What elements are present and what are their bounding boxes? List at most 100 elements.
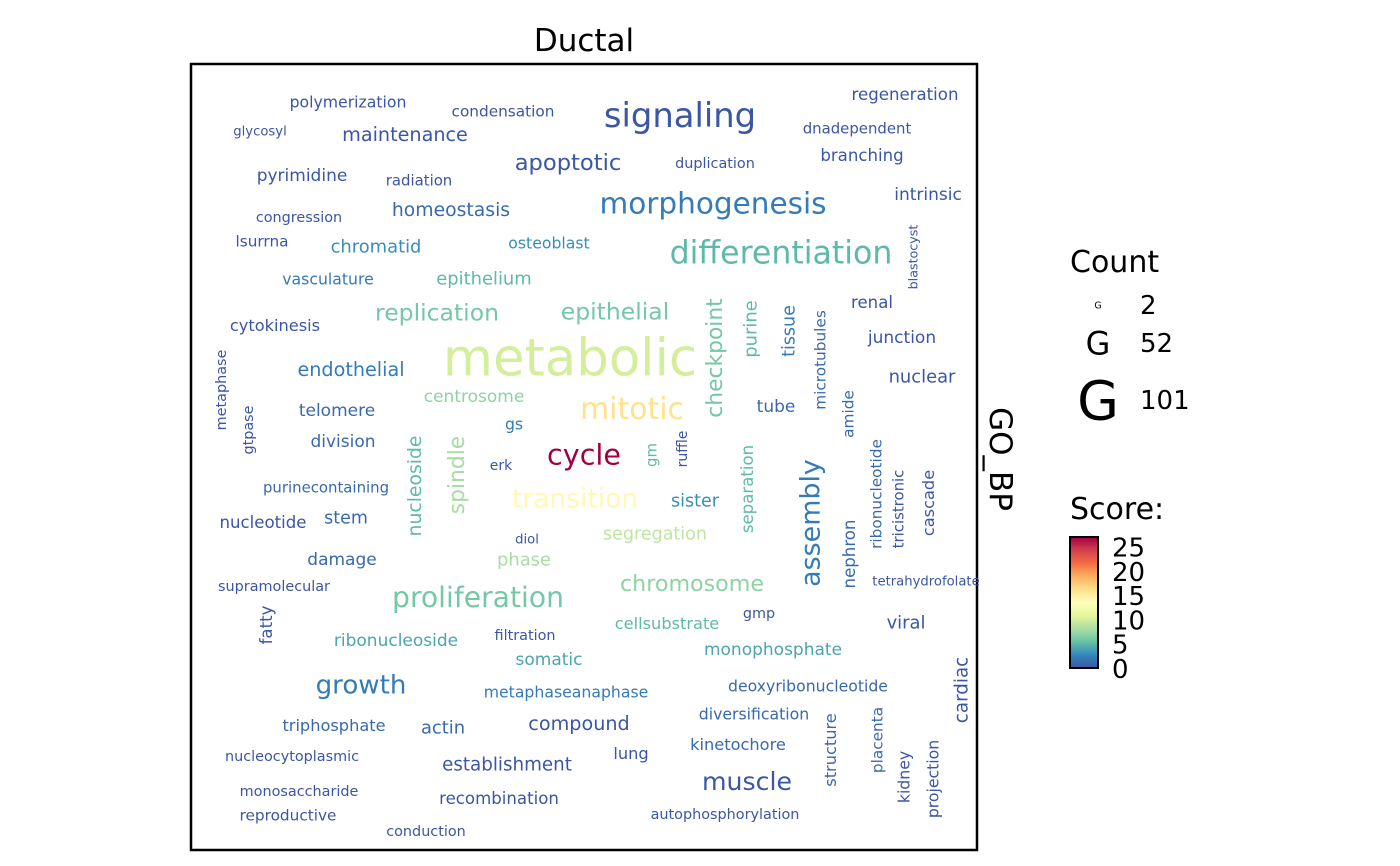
word-microtubules: microtubules bbox=[812, 310, 830, 410]
word-condensation: condensation bbox=[452, 103, 555, 121]
word-tetrahydrofolate: tetrahydrofolate bbox=[872, 575, 979, 590]
plot-panel bbox=[189, 62, 979, 852]
word-endothelial: endothelial bbox=[297, 358, 404, 381]
word-viral: viral bbox=[887, 612, 926, 633]
word-centrosome: centrosome bbox=[424, 387, 525, 407]
facet-strip-label: GO_BP bbox=[982, 407, 1018, 511]
word-assembly: assembly bbox=[796, 459, 827, 587]
color-legend-title: Score: bbox=[1070, 492, 1164, 527]
size-legend: Count G 2G 52G 101 bbox=[1070, 245, 1190, 432]
word-monophosphate: monophosphate bbox=[704, 640, 842, 660]
word-cascade: cascade bbox=[919, 470, 938, 536]
word-diversification: diversification bbox=[699, 705, 809, 724]
word-somatic: somatic bbox=[516, 650, 583, 670]
size-legend-label-101: 101 bbox=[1140, 386, 1190, 416]
chart-title: Ductal bbox=[534, 23, 634, 59]
word-gm: gm bbox=[642, 443, 660, 467]
word-deoxyribonucleotide: deoxyribonucleotide bbox=[728, 677, 888, 696]
size-legend-label-2: 2 bbox=[1140, 291, 1157, 321]
word-metaphase: metaphase bbox=[214, 349, 230, 430]
word-segregation: segregation bbox=[603, 524, 707, 544]
word-separation: separation bbox=[738, 445, 757, 533]
size-legend-keys: G 2G 52G 101 bbox=[1077, 291, 1190, 432]
word-epithelial: epithelial bbox=[561, 298, 669, 326]
size-legend-title: Count bbox=[1070, 245, 1159, 280]
color-legend-tick-15: 15 bbox=[1112, 582, 1145, 612]
word-replication: replication bbox=[375, 299, 499, 327]
word-reproductive: reproductive bbox=[240, 807, 337, 825]
word-radiation: radiation bbox=[386, 171, 452, 189]
word-gs: gs bbox=[505, 415, 523, 434]
word-proliferation: proliferation bbox=[392, 581, 564, 614]
size-legend-glyph-52: G bbox=[1086, 325, 1111, 363]
word-renal: renal bbox=[851, 293, 893, 312]
word-cycle: cycle bbox=[547, 437, 621, 471]
word-recombination: recombination bbox=[439, 789, 559, 808]
word-structure: structure bbox=[821, 713, 840, 787]
word-checkpoint: checkpoint bbox=[703, 298, 728, 418]
word-gmp: gmp bbox=[743, 606, 775, 622]
word-division: division bbox=[310, 432, 375, 452]
word-metaphaseanaphase: metaphaseanaphase bbox=[484, 683, 649, 702]
word-actin: actin bbox=[421, 717, 465, 738]
color-legend-tick-25: 25 bbox=[1112, 534, 1145, 564]
word-placenta: placenta bbox=[869, 707, 887, 773]
word-ribonucleotide: ribonucleotide bbox=[868, 439, 886, 549]
word-supramolecular: supramolecular bbox=[218, 579, 330, 595]
word-regeneration: regeneration bbox=[852, 85, 959, 104]
word-pyrimidine: pyrimidine bbox=[257, 166, 348, 186]
word-amide: amide bbox=[840, 390, 858, 438]
word-muscle: muscle bbox=[702, 767, 792, 796]
word-diol: diol bbox=[515, 533, 539, 548]
word-signaling: signaling bbox=[604, 96, 756, 135]
word-epithelium: epithelium bbox=[436, 268, 531, 289]
word-morphogenesis: morphogenesis bbox=[599, 187, 826, 221]
size-legend-glyph-101: G bbox=[1077, 369, 1119, 432]
word-nucleoside: nucleoside bbox=[405, 436, 426, 537]
word-chromatid: chromatid bbox=[331, 236, 422, 257]
word-sister: sister bbox=[671, 491, 720, 511]
word-chromosome: chromosome bbox=[620, 571, 764, 597]
word-junction: junction bbox=[867, 328, 936, 348]
word-tissue: tissue bbox=[779, 305, 799, 357]
word-lsurrna: lsurrna bbox=[235, 233, 288, 251]
word-gtpase: gtpase bbox=[241, 405, 257, 454]
word-homeostasis: homeostasis bbox=[392, 200, 510, 221]
word-osteoblast: osteoblast bbox=[508, 234, 589, 253]
word-purine: purine bbox=[740, 300, 761, 357]
word-conduction: conduction bbox=[386, 824, 466, 840]
word-vasculature: vasculature bbox=[282, 270, 373, 289]
word-projection: projection bbox=[924, 740, 943, 818]
word-layer: signaling metabolic differentiation morphog… bbox=[214, 85, 980, 840]
color-legend-tick-10: 10 bbox=[1112, 607, 1145, 637]
word-stem: stem bbox=[324, 508, 368, 528]
word-kinetochore: kinetochore bbox=[690, 735, 786, 754]
word-nucleocytoplasmic: nucleocytoplasmic bbox=[225, 749, 359, 765]
size-legend-label-52: 52 bbox=[1140, 329, 1173, 359]
word-nucleotide: nucleotide bbox=[220, 513, 307, 532]
word-maintenance: maintenance bbox=[342, 123, 468, 146]
word-metabolic: metabolic bbox=[443, 329, 697, 389]
word-ruffle: ruffle bbox=[675, 431, 691, 468]
word-transition: transition bbox=[512, 484, 638, 515]
word-growth: growth bbox=[316, 670, 407, 700]
word-purinecontaining: purinecontaining bbox=[263, 478, 389, 496]
word-apoptotic: apoptotic bbox=[515, 150, 622, 176]
word-damage: damage bbox=[307, 550, 376, 570]
word-autophosphorylation: autophosphorylation bbox=[651, 807, 800, 823]
word-tricistronic: tricistronic bbox=[889, 470, 907, 549]
word-differentiation: differentiation bbox=[670, 235, 893, 271]
word-congression: congression bbox=[256, 210, 342, 226]
word-intrinsic: intrinsic bbox=[894, 185, 962, 205]
word-polymerization: polymerization bbox=[290, 93, 407, 112]
word-mitotic: mitotic bbox=[580, 392, 684, 427]
word-filtration: filtration bbox=[494, 628, 555, 644]
size-legend-glyph-2: G bbox=[1094, 300, 1101, 311]
word-dnadependent: dnadependent bbox=[803, 119, 912, 137]
color-legend-bar bbox=[1069, 536, 1099, 669]
word-kidney: kidney bbox=[895, 751, 914, 803]
word-compound: compound bbox=[528, 712, 629, 735]
